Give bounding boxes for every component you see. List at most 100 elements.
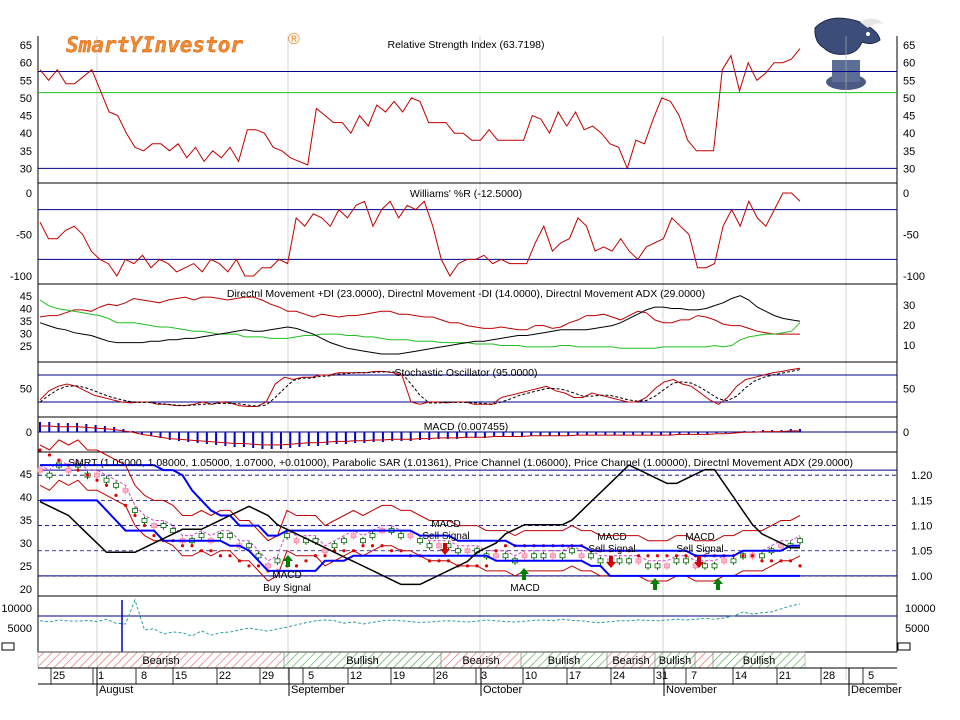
parabolic-sar-dot bbox=[446, 559, 451, 563]
candle-body bbox=[331, 543, 338, 549]
parabolic-sar-dot bbox=[190, 544, 194, 548]
macd-buy-annotation-top: MACD bbox=[272, 570, 301, 581]
parabolic-sar-dot bbox=[646, 554, 650, 558]
candle-body bbox=[132, 508, 138, 513]
parabolic-sar-dot bbox=[370, 544, 375, 548]
candle-body bbox=[360, 538, 366, 544]
x-axis-month-label: December bbox=[851, 684, 902, 696]
macd-annotation-center: MACD bbox=[510, 583, 539, 594]
parabolic-sar-dot bbox=[85, 473, 90, 477]
candle-body bbox=[170, 528, 176, 534]
parabolic-sar-dot bbox=[475, 564, 479, 568]
parabolic-sar-dot bbox=[465, 564, 470, 568]
parabolic-sar-dot bbox=[104, 483, 109, 487]
parabolic-sar-dot bbox=[484, 564, 489, 568]
parabolic-sar-dot bbox=[399, 549, 403, 553]
candle-body bbox=[227, 533, 233, 539]
rsi-tick-label-right: 60 bbox=[903, 58, 915, 70]
candle-body bbox=[217, 533, 224, 539]
rsi-tick-label-right: 45 bbox=[903, 111, 915, 123]
candle-body bbox=[151, 523, 157, 528]
rsi-tick-label-right: 50 bbox=[903, 93, 915, 105]
rsi-tick-label-left: 60 bbox=[20, 58, 32, 70]
x-axis-day-label: 12 bbox=[350, 670, 362, 682]
parabolic-sar-dot bbox=[57, 458, 61, 462]
macd-tick-label-left: 0 bbox=[26, 427, 32, 439]
candle-body bbox=[398, 533, 404, 539]
rsi-tick-label-left: 65 bbox=[20, 40, 32, 52]
parabolic-sar-dot bbox=[209, 549, 213, 553]
parabolic-sar-dot bbox=[750, 554, 755, 558]
candle-body bbox=[141, 518, 148, 523]
stochastic-tick-label-right: 50 bbox=[903, 384, 915, 396]
parabolic-sar-dot bbox=[228, 554, 232, 558]
phase-band-label: Bullish bbox=[659, 655, 691, 667]
parabolic-sar-dot bbox=[437, 559, 441, 563]
candle-body bbox=[588, 553, 594, 559]
parabolic-sar-dot bbox=[237, 559, 242, 563]
price-tick-label-left: 20 bbox=[20, 584, 32, 596]
candle-body bbox=[645, 563, 651, 569]
buy-arrow bbox=[283, 555, 293, 567]
dmi-tick-label-left: 25 bbox=[20, 341, 32, 353]
volume-tick-label-right: 10000 bbox=[905, 603, 936, 615]
dmi-tick-label-right: 20 bbox=[903, 320, 915, 332]
candle-body bbox=[730, 558, 737, 564]
parabolic-sar-dot bbox=[760, 559, 764, 563]
price-tick-label-right: 1.20 bbox=[911, 470, 932, 482]
parabolic-sar-dot bbox=[256, 564, 261, 568]
parabolic-sar-dot bbox=[313, 554, 318, 558]
parabolic-sar-dot bbox=[38, 448, 42, 452]
parabolic-sar-dot bbox=[76, 468, 80, 472]
rsi-tick-label-left: 30 bbox=[20, 163, 32, 175]
x-axis-day-label: 14 bbox=[735, 670, 747, 682]
parabolic-sar-dot bbox=[674, 554, 679, 558]
price-tick-label-left: 45 bbox=[20, 469, 32, 481]
logo-registered-mark: ® bbox=[288, 31, 300, 48]
phase-band-label: Bearish bbox=[462, 655, 499, 667]
candle-body bbox=[198, 533, 205, 539]
parabolic-sar-dot bbox=[389, 549, 394, 553]
williams-line bbox=[39, 192, 801, 277]
candle-body bbox=[797, 538, 803, 544]
dmi-tick-label-right: 10 bbox=[903, 340, 915, 352]
candle-body bbox=[103, 477, 110, 483]
parabolic-sar-dot bbox=[494, 549, 498, 553]
volume-tick-label-left: 10000 bbox=[1, 603, 32, 615]
buy-arrow-2 bbox=[519, 568, 529, 580]
candle-body bbox=[654, 563, 661, 569]
stochastic-k-line bbox=[39, 367, 801, 407]
candle-body bbox=[46, 472, 53, 478]
rsi-tick-label-left: 45 bbox=[20, 111, 32, 123]
williams-tick-label-left: 0 bbox=[26, 188, 32, 200]
candle-body bbox=[502, 553, 509, 559]
x-axis-day-label: 8 bbox=[141, 670, 147, 682]
candle-body bbox=[265, 563, 271, 569]
x-axis-day-label: 31 bbox=[656, 670, 668, 682]
rsi-tick-label-right: 35 bbox=[903, 146, 915, 158]
x-axis-day-label: 1 bbox=[98, 670, 104, 682]
price-tick-label-right: 1.15 bbox=[911, 495, 932, 507]
candle-body bbox=[436, 543, 442, 549]
williams-tick-label-right: -100 bbox=[903, 271, 925, 283]
parabolic-sar-dot bbox=[294, 564, 299, 568]
candle-body bbox=[759, 553, 765, 559]
price-tick-label-right: 1.10 bbox=[911, 521, 932, 533]
macd-title: MACD (0.007455) bbox=[424, 421, 509, 433]
candle-body bbox=[94, 472, 100, 478]
parabolic-sar-dot bbox=[655, 554, 660, 558]
rsi-tick-label-left: 35 bbox=[20, 146, 32, 158]
candle-body bbox=[274, 558, 281, 564]
parabolic-sar-dot bbox=[380, 544, 384, 548]
parabolic-sar-dot bbox=[779, 559, 783, 563]
candle-body bbox=[122, 487, 129, 493]
parabolic-sar-dot bbox=[741, 554, 745, 558]
parabolic-sar-dot bbox=[342, 549, 346, 553]
dmi-tick-label-left: 45 bbox=[20, 291, 32, 303]
parabolic-sar-dot bbox=[351, 549, 356, 553]
candle-body bbox=[626, 558, 632, 564]
dmi-tick-label-right: 30 bbox=[903, 300, 915, 312]
parabolic-sar-dot bbox=[788, 559, 793, 563]
dmi-title: Directnl Movement +DI (23.0000), Directn… bbox=[227, 288, 705, 300]
